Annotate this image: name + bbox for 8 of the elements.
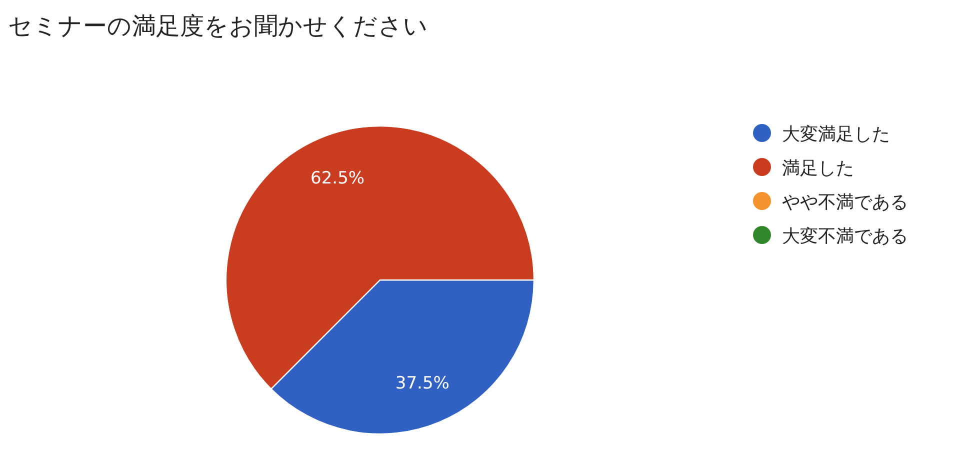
chart-title: セミナーの満足度をお聞かせください [8, 12, 428, 40]
legend-label: 大変不満である [782, 226, 908, 247]
legend-label: 大変満足した [782, 124, 890, 145]
legend-label: 満足した [782, 158, 854, 179]
data-label: 62.5% [310, 168, 365, 189]
data-label: 37.5% [395, 373, 450, 394]
pie-slice [270, 279, 535, 434]
legend-label: やや不満である [782, 192, 908, 213]
